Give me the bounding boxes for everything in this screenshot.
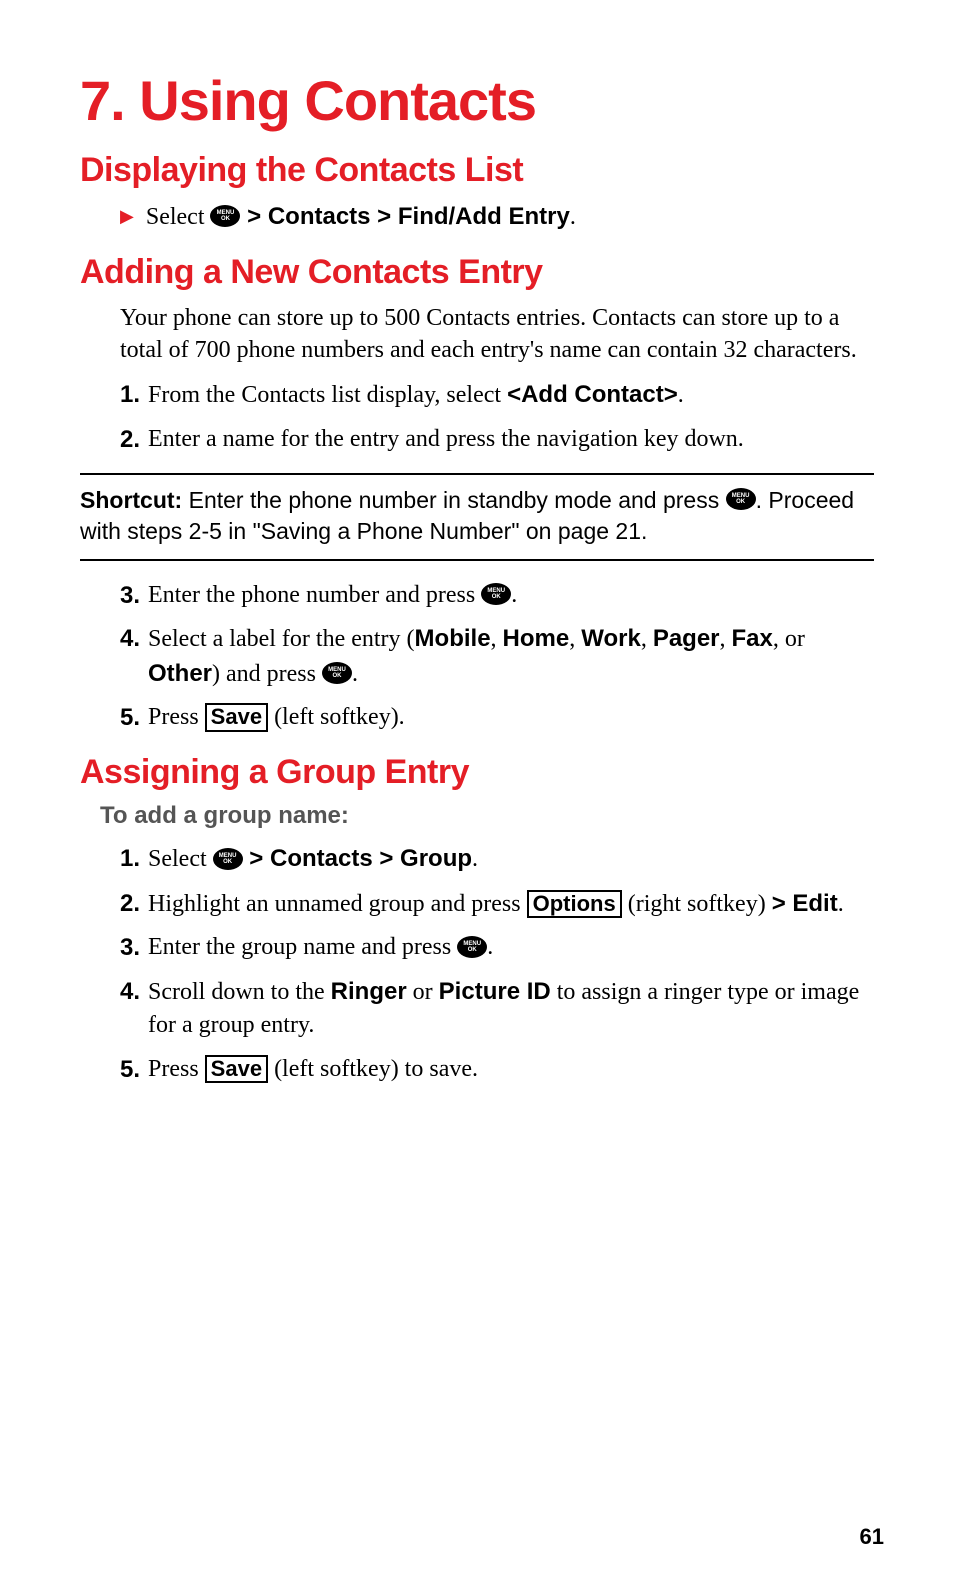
shortcut-label: Shortcut:: [80, 487, 182, 513]
list-item: 4. Select a label for the entry (Mobile,…: [120, 622, 874, 691]
options-softkey: Options: [527, 890, 622, 918]
pictureid-label: Picture ID: [439, 978, 551, 1005]
menu-ok-icon: MENUOK: [322, 662, 352, 684]
step-body: Select a label for the entry (Mobile, Ho…: [148, 622, 874, 691]
label-fax: Fax: [732, 625, 773, 652]
list-item: 1. From the Contacts list display, selec…: [120, 378, 874, 413]
nav-path: > Contacts > Find/Add Entry: [240, 203, 569, 230]
menu-ok-icon: MENUOK: [726, 488, 756, 510]
step-number: 4.: [120, 975, 148, 1009]
list-item: 5. Press Save (left softkey) to save.: [120, 1053, 874, 1087]
triangle-bullet-icon: ▶: [120, 204, 134, 229]
section-heading-group: Assigning a Group Entry: [80, 753, 874, 792]
step-number: 1.: [120, 842, 148, 876]
step-number: 3.: [120, 579, 148, 613]
bullet-item: ▶ Select MENUOK > Contacts > Find/Add En…: [120, 200, 874, 235]
step-number: 5.: [120, 1053, 148, 1087]
bullet-text: Select MENUOK > Contacts > Find/Add Entr…: [146, 200, 576, 235]
step-body: Scroll down to the Ringer or Picture ID …: [148, 975, 874, 1043]
step-number: 1.: [120, 378, 148, 412]
nav-path: > Contacts > Group: [243, 845, 472, 872]
step-body: From the Contacts list display, select <…: [148, 378, 874, 413]
list-item: 4. Scroll down to the Ringer or Picture …: [120, 975, 874, 1043]
shortcut-callout: Shortcut: Enter the phone number in stan…: [80, 473, 874, 561]
step-number: 4.: [120, 622, 148, 656]
save-softkey: Save: [205, 1055, 268, 1083]
chapter-title: 7. Using Contacts: [80, 68, 874, 133]
page-number: 61: [860, 1524, 884, 1550]
menu-ok-icon: MENUOK: [481, 583, 511, 605]
steps-list-adding-cont: 3. Enter the phone number and press MENU…: [120, 579, 874, 735]
list-item: 2. Highlight an unnamed group and press …: [120, 887, 874, 922]
step-number: 2.: [120, 423, 148, 457]
list-item: 3. Enter the group name and press MENUOK…: [120, 931, 874, 965]
add-contact-label: <Add Contact>: [507, 381, 678, 408]
step-number: 5.: [120, 701, 148, 735]
list-item: 3. Enter the phone number and press MENU…: [120, 579, 874, 613]
step-body: Enter the group name and press MENUOK.: [148, 931, 874, 965]
menu-ok-icon: MENUOK: [213, 848, 243, 870]
step-number: 3.: [120, 931, 148, 965]
step-body: Highlight an unnamed group and press Opt…: [148, 887, 874, 922]
menu-ok-icon: MENUOK: [210, 205, 240, 227]
label-pager: Pager: [653, 625, 720, 652]
intro-paragraph: Your phone can store up to 500 Contacts …: [120, 302, 874, 367]
label-work: Work: [581, 625, 641, 652]
text: Select: [146, 204, 211, 230]
step-body: Select MENUOK > Contacts > Group.: [148, 842, 874, 877]
step-number: 2.: [120, 887, 148, 921]
list-item: 2. Enter a name for the entry and press …: [120, 423, 874, 457]
shortcut-text-a: Enter the phone number in standby mode a…: [182, 487, 725, 513]
ringer-label: Ringer: [331, 978, 407, 1005]
section-heading-displaying: Displaying the Contacts List: [80, 151, 874, 190]
steps-list-group: 1. Select MENUOK > Contacts > Group. 2. …: [120, 842, 874, 1087]
label-home: Home: [503, 625, 570, 652]
label-other: Other: [148, 660, 212, 687]
list-item: 5. Press Save (left softkey).: [120, 701, 874, 735]
save-softkey: Save: [205, 703, 268, 731]
sub-heading-group: To add a group name:: [100, 802, 874, 830]
edit-path: > Edit: [772, 890, 838, 917]
step-body: Enter the phone number and press MENUOK.: [148, 579, 874, 613]
step-body: Press Save (left softkey) to save.: [148, 1053, 874, 1087]
step-body: Enter a name for the entry and press the…: [148, 423, 874, 457]
label-mobile: Mobile: [415, 625, 491, 652]
menu-ok-icon: MENUOK: [457, 936, 487, 958]
list-item: 1. Select MENUOK > Contacts > Group.: [120, 842, 874, 877]
step-body: Press Save (left softkey).: [148, 701, 874, 735]
steps-list-adding: 1. From the Contacts list display, selec…: [120, 378, 874, 456]
section-heading-adding: Adding a New Contacts Entry: [80, 253, 874, 292]
